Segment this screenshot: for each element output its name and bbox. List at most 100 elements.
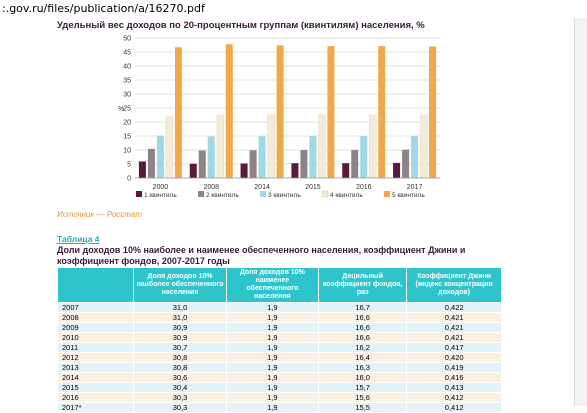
cell-bottom10: 1,9: [225, 352, 320, 363]
cell-year: 2015: [56, 382, 135, 393]
cell-year: 2016: [56, 392, 135, 403]
y-tick-label: 50: [123, 36, 131, 43]
y-tick-label: 15: [123, 134, 131, 141]
y-tick-label: 10: [123, 148, 131, 155]
cell-bottom10: 1,9: [225, 342, 320, 353]
table-row: 2013 30,8 1,9 16,3 0,419: [56, 362, 502, 373]
cell-bottom10: 1,9: [225, 362, 320, 373]
table-header-decile: Децильный коэффициент фондов, раз: [318, 267, 408, 303]
x-tick-label: 2008: [203, 184, 219, 191]
table-row: 2009 30,9 1,9 16,6 0,421: [56, 322, 502, 333]
cell-top10: 30,3: [133, 402, 227, 413]
cell-gini: 0,421: [406, 312, 502, 323]
cell-gini: 0,420: [406, 352, 502, 363]
table-title: Доли доходов 10% наиболее и наименее обе…: [57, 245, 466, 266]
table-caption[interactable]: Таблица 4: [57, 234, 100, 244]
bar: [240, 163, 248, 178]
cell-gini: 0,413: [406, 382, 502, 393]
cell-top10: 30,8: [133, 362, 227, 373]
table-header-bottom10: Доля доходов 10% наименее обеспеченного …: [225, 267, 320, 303]
source-note: Источник — Росстат: [57, 210, 142, 219]
cell-decile: 16,6: [318, 312, 408, 323]
legend-label: 2 квинтиль: [206, 192, 239, 199]
table-row: 2008 31,0 1,9 16,6 0,421: [56, 312, 502, 323]
y-tick-label: 30: [123, 92, 131, 99]
bar: [147, 148, 155, 178]
cell-bottom10: 1,9: [225, 372, 320, 383]
cell-top10: 30,9: [133, 332, 227, 343]
cell-year: 2007: [56, 302, 135, 313]
table-row: 2014 30,6 1,9 16,0 0,416: [56, 372, 502, 383]
cell-gini: 0,422: [406, 302, 502, 313]
cell-bottom10: 1,9: [225, 312, 320, 323]
legend-label: 3 квинтиль: [268, 192, 301, 199]
table-row: 2012 30,8 1,9 16,4 0,420: [56, 352, 502, 363]
bar: [411, 136, 419, 178]
legend-label: 5 квинтиль: [392, 192, 425, 199]
cell-gini: 0,417: [406, 342, 502, 353]
table-header-gini: Коэффициент Джини (индекс концентрации д…: [406, 267, 502, 303]
cell-year: 2014: [56, 372, 135, 383]
bar: [327, 46, 335, 179]
cell-decile: 15,5: [318, 402, 408, 413]
bar: [318, 114, 326, 179]
bar: [138, 161, 146, 178]
y-tick-label: 0: [127, 176, 131, 183]
cell-decile: 16,6: [318, 322, 408, 333]
y-tick-label: 45: [123, 50, 131, 57]
cell-decile: 16,6: [318, 332, 408, 343]
table-row: 2016 30,3 1,9 15,6 0,412: [56, 392, 502, 403]
cell-top10: 31,0: [133, 302, 227, 313]
cell-gini: 0,412: [406, 392, 502, 403]
bar: [429, 46, 437, 179]
bar: [351, 150, 359, 178]
bar: [402, 149, 410, 178]
address-bar[interactable]: :.gov.ru/files/publication/a/16270.pdf: [0, 0, 587, 18]
cell-top10: 30,4: [133, 382, 227, 393]
legend-label: 4 квинтиль: [330, 192, 363, 199]
bar: [225, 44, 233, 178]
y-axis-label: %: [118, 106, 124, 113]
legend-swatch: [198, 191, 204, 197]
bar: [419, 114, 428, 179]
bar: [369, 114, 377, 179]
bar: [216, 114, 224, 179]
x-tick-label: 2014: [254, 184, 270, 191]
cell-top10: 30,6: [133, 372, 227, 383]
table-row: 2011 30,7 1,9 16,2 0,417: [56, 342, 502, 353]
scrollbar[interactable]: [574, 18, 587, 406]
legend-swatch: [136, 191, 142, 197]
legend-swatch: [321, 190, 329, 198]
cell-top10: 30,9: [133, 322, 227, 333]
y-tick-label: 5: [127, 162, 131, 169]
bar: [378, 46, 386, 179]
table-row: 2017* 30,3 1,9 15,5 0,412: [56, 402, 502, 413]
table-header-blank: [56, 267, 135, 303]
cell-gini: 0,419: [406, 362, 502, 373]
cell-top10: 30,8: [133, 352, 227, 363]
chart-title: Удельный вес доходов по 20-процентным гр…: [57, 20, 425, 31]
cell-bottom10: 1,9: [225, 382, 320, 393]
table-row: 2015 30,4 1,9 15,7 0,413: [56, 382, 502, 393]
bar: [393, 162, 401, 178]
bar: [156, 135, 164, 178]
data-table: Доля доходов 10% наиболее обеспеченного …: [56, 267, 502, 413]
cell-bottom10: 1,9: [225, 392, 320, 403]
bar: [276, 45, 284, 178]
bar: [291, 163, 299, 178]
cell-decile: 16,4: [318, 352, 408, 363]
legend-label: 1 квинтиль: [144, 192, 177, 199]
bar: [309, 136, 317, 178]
cell-year: 2009: [56, 322, 135, 333]
url-text: :.gov.ru/files/publication/a/16270.pdf: [2, 2, 205, 15]
cell-decile: 16,3: [318, 362, 408, 373]
cell-year: 2008: [56, 312, 135, 323]
cell-top10: 30,3: [133, 392, 227, 403]
y-tick-label: 25: [123, 106, 131, 113]
y-tick-label: 35: [123, 78, 131, 85]
table-row: 2010 30,9 1,9 16,6 0,421: [56, 332, 502, 343]
bar: [207, 136, 215, 178]
bar-chart: 0 5 10 15 20 25 30 35 40 45 50% 2000 2008 2014 2015 201…: [118, 36, 440, 199]
bar: [258, 136, 266, 178]
cell-decile: 15,7: [318, 382, 408, 393]
